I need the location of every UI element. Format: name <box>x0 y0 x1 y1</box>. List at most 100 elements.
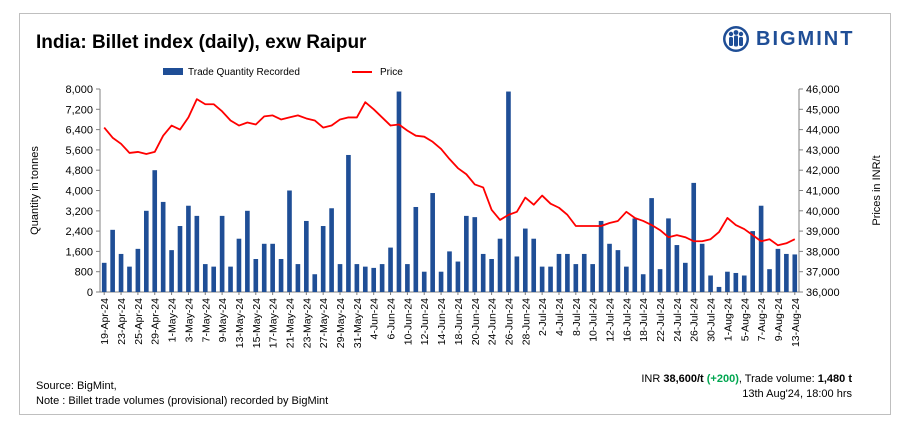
volume-bar <box>337 264 343 292</box>
right-tick-label: 39,000 <box>806 226 840 238</box>
volume-bar <box>219 215 225 293</box>
x-tick-label: 13-May-24 <box>234 298 246 348</box>
volume-bar <box>329 208 334 292</box>
volume-bar <box>741 275 747 292</box>
volume-bar <box>110 229 115 292</box>
volume-bar <box>236 238 242 292</box>
volume-bar <box>304 220 309 292</box>
left-tick-label: 2,400 <box>65 226 93 238</box>
volume-bar <box>497 238 503 292</box>
volume-bar <box>725 271 730 292</box>
volume-label: , Trade volume: <box>738 373 818 385</box>
volume-bar <box>514 256 520 292</box>
x-tick-label: 4-Jun-24 <box>369 298 381 340</box>
left-tick-label: 1,600 <box>65 246 93 258</box>
volume-bar <box>666 218 671 292</box>
x-tick-label: 29-Apr-24 <box>150 298 162 345</box>
x-tick-label: 7-Aug-24 <box>756 298 768 341</box>
x-tick-label: 2-Jul-24 <box>537 298 549 336</box>
volume-bar <box>455 261 461 292</box>
right-tick-label: 37,000 <box>806 267 840 279</box>
volume-bar <box>573 264 579 292</box>
x-tick-label: 28-Jun-24 <box>520 298 532 345</box>
x-tick-label: 9-Aug-24 <box>773 298 785 341</box>
x-tick-label: 5-Aug-24 <box>739 298 751 341</box>
x-tick-label: 1-Aug-24 <box>722 298 734 341</box>
volume-bar <box>447 251 452 292</box>
volume-bar <box>228 266 233 293</box>
volume-bar <box>691 182 697 292</box>
volume-bar <box>506 91 511 292</box>
volume-bar <box>581 253 587 292</box>
volume-bar <box>405 264 410 292</box>
volume-bar <box>253 259 259 292</box>
x-tick-label: 14-Jun-24 <box>436 298 448 345</box>
x-tick-label: 18-Jun-24 <box>453 298 465 345</box>
x-tick-label: 19-Apr-24 <box>99 298 111 345</box>
x-tick-label: 10-Jun-24 <box>402 298 414 345</box>
right-tick-label: 40,000 <box>806 206 840 218</box>
right-tick-label: 45,000 <box>806 104 840 116</box>
volume-bar <box>202 264 208 292</box>
x-tick-label: 20-Jun-24 <box>470 298 482 345</box>
volume-bar <box>261 243 267 292</box>
people-globe-icon <box>723 26 749 52</box>
volume-bar <box>624 266 629 293</box>
volume-bar <box>127 266 132 293</box>
x-tick-label: 18-Jul-24 <box>638 298 650 342</box>
x-tick-label: 3-May-24 <box>183 298 195 343</box>
volume-bar <box>682 262 688 292</box>
legend-swatch-bars <box>163 68 183 75</box>
x-tick-label: 16-Jul-24 <box>621 298 633 342</box>
volume-value: 1,480 t <box>817 373 852 385</box>
volume-bar <box>152 170 158 292</box>
left-tick-label: 4,000 <box>65 186 93 198</box>
x-tick-label: 17-May-24 <box>268 298 280 348</box>
volume-bar <box>657 269 663 292</box>
volume-bar <box>320 226 326 292</box>
volume-bar <box>430 193 435 292</box>
volume-bar <box>699 243 705 292</box>
price-summary: INR 38,600/t (+200), Trade volume: 1,480… <box>641 373 852 385</box>
brand-name: BIGMINT <box>756 28 855 50</box>
volume-bar <box>750 231 755 292</box>
volume-bar <box>590 264 595 292</box>
x-tick-label: 22-Jul-24 <box>655 298 667 342</box>
volume-bar <box>346 154 351 292</box>
volume-bar <box>312 274 318 292</box>
note-text: Note : Billet trade volumes (provisional… <box>36 395 329 407</box>
x-tick-label: 25-Apr-24 <box>133 298 145 345</box>
x-tick-label: 9-May-24 <box>217 298 229 343</box>
volume-bar <box>413 206 419 292</box>
source-text: Source: BigMint, <box>36 380 117 392</box>
volume-bar <box>767 269 772 292</box>
volume-bar <box>472 217 478 292</box>
volume-bar <box>270 243 275 292</box>
right-tick-label: 46,000 <box>806 84 840 96</box>
volume-bar <box>489 259 494 292</box>
x-tick-label: 26-Jul-24 <box>689 298 701 342</box>
volume-bar <box>362 266 368 293</box>
volume-bar <box>194 215 200 293</box>
volume-bar <box>640 274 646 292</box>
x-tick-label: 27-May-24 <box>318 298 330 348</box>
left-tick-label: 0 <box>87 287 93 299</box>
price-change: (+200) <box>706 373 739 385</box>
left-tick-label: 4,800 <box>65 165 93 177</box>
chart-title: India: Billet index (daily), exw Raipur <box>36 32 367 53</box>
x-tick-label: 12-Jul-24 <box>605 298 617 342</box>
volume-bar <box>135 248 141 292</box>
volume-bar <box>160 201 166 292</box>
volume-bar <box>556 253 562 292</box>
volume-bar <box>101 262 107 292</box>
volume-bar <box>177 226 183 292</box>
volume-bar <box>792 254 798 292</box>
right-tick-label: 41,000 <box>806 186 840 198</box>
legend-label-bars: Trade Quantity Recorded <box>188 67 300 78</box>
x-tick-label: 30-Jul-24 <box>706 298 718 342</box>
volume-bar <box>565 253 570 292</box>
volume-bar <box>531 238 537 292</box>
left-tick-label: 8,000 <box>65 84 93 96</box>
x-tick-label: 8-Jul-24 <box>571 298 583 336</box>
